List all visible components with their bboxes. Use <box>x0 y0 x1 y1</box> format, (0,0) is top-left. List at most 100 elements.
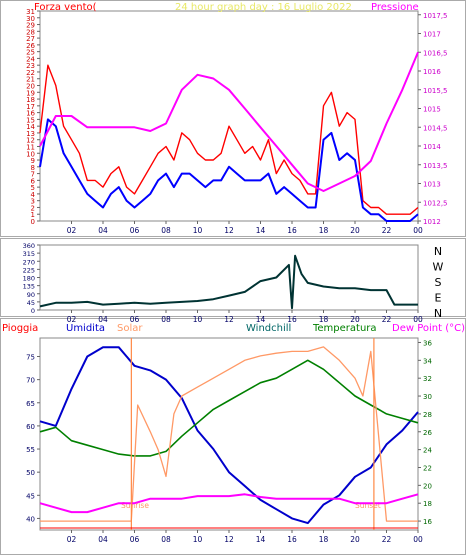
x-tick-label: 12 <box>224 226 234 235</box>
right-tick-label: 1013,5 <box>423 162 448 170</box>
left-tick-label: 25 <box>26 49 35 57</box>
x-tick-label: 10 <box>193 535 203 544</box>
x-tick-label: 14 <box>256 315 266 324</box>
left-tick-label: 60 <box>26 423 35 431</box>
right-tick-label: 22 <box>423 464 432 472</box>
right-tick-label: 1012,5 <box>423 199 448 207</box>
right-tick-label: 34 <box>423 357 432 365</box>
right-tick-label: 1015,5 <box>423 87 448 95</box>
x-tick-label: 22 <box>382 535 392 544</box>
series-line-2 <box>39 51 419 192</box>
left-tick-label: 22 <box>26 69 35 77</box>
left-tick-label: 4 <box>31 191 36 199</box>
x-tick-label: 18 <box>319 226 329 235</box>
left-tick-label: 11 <box>26 143 35 151</box>
legend-dewpoint: Dew Point (°C) <box>392 323 465 334</box>
left-tick-label: 27 <box>26 35 35 43</box>
left-tick-label: 135 <box>23 283 35 291</box>
x-tick-label: 00 <box>413 226 423 235</box>
left-tick-label: 2 <box>31 204 35 212</box>
x-tick-label: 12 <box>224 315 234 324</box>
left-tick-label: 13 <box>26 130 35 138</box>
x-tick-label: 04 <box>98 226 108 235</box>
left-tick-label: 10 <box>26 150 35 158</box>
compass-label: S <box>435 276 442 289</box>
compass-label: N <box>434 245 442 258</box>
chart-title: 24 hour graph day : 16 Luglio 2022 <box>175 2 352 13</box>
sunrise-label: Sunrise <box>121 501 149 510</box>
left-tick-label: 70 <box>26 377 35 385</box>
left-tick-label: 3 <box>31 198 35 206</box>
right-tick-label: 18 <box>423 500 432 508</box>
x-tick-label: 20 <box>350 226 360 235</box>
left-tick-label: 20 <box>26 83 35 91</box>
left-tick-label: 1 <box>31 211 35 219</box>
left-tick-label: 225 <box>23 266 35 274</box>
x-tick-label: 04 <box>98 535 108 544</box>
x-tick-label: 06 <box>130 226 140 235</box>
left-tick-label: 12 <box>26 137 35 145</box>
x-tick-label: 04 <box>98 315 108 324</box>
left-tick-label: 40 <box>26 515 35 523</box>
left-tick-label: 8 <box>31 164 35 172</box>
left-tick-label: 180 <box>23 275 35 283</box>
series-line-0 <box>39 254 418 310</box>
left-tick-label: 24 <box>26 55 35 63</box>
x-tick-label: 02 <box>67 315 77 324</box>
left-tick-label: 26 <box>26 42 35 50</box>
x-tick-label: 16 <box>287 535 297 544</box>
left-tick-label: 16 <box>26 110 35 118</box>
right-tick-label: 32 <box>423 375 432 383</box>
right-tick-label: 1014 <box>423 143 441 151</box>
left-tick-label: 28 <box>26 28 35 36</box>
left-tick-label: 15 <box>26 116 35 124</box>
right-tick-label: 1016 <box>423 68 441 76</box>
left-tick-label: 45 <box>27 299 35 307</box>
right-tick-label: 26 <box>423 429 432 437</box>
left-tick-label: 270 <box>23 258 35 266</box>
left-tick-label: 14 <box>26 123 35 131</box>
legend-umidita: Umidita <box>66 323 105 334</box>
x-tick-label: 10 <box>193 226 203 235</box>
x-tick-label: 16 <box>287 226 297 235</box>
left-tick-label: 31 <box>26 8 35 16</box>
x-tick-label: 14 <box>256 535 266 544</box>
sunset-label: Sunset <box>355 501 381 510</box>
left-tick-label: 19 <box>26 89 35 97</box>
x-tick-label: 14 <box>256 226 266 235</box>
x-tick-label: 06 <box>130 535 140 544</box>
left-tick-label: 5 <box>31 184 35 192</box>
x-tick-label: 06 <box>130 315 140 324</box>
x-tick-label: 00 <box>413 315 423 324</box>
x-tick-label: 22 <box>382 226 392 235</box>
left-tick-label: 0 <box>31 307 35 315</box>
right-tick-label: 1016,5 <box>423 49 448 57</box>
right-tick-label: 1012 <box>423 218 441 226</box>
left-tick-label: 360 <box>23 242 35 250</box>
x-tick-label: 12 <box>224 535 234 544</box>
left-tick-label: 45 <box>26 492 35 500</box>
right-tick-label: 20 <box>423 482 432 490</box>
left-tick-label: 17 <box>26 103 35 111</box>
x-tick-label: 02 <box>67 226 77 235</box>
left-tick-label: 6 <box>31 177 36 185</box>
legend-solar: Solar <box>117 323 143 334</box>
left-tick-label: 7 <box>31 171 35 179</box>
series-line-1 <box>39 359 419 457</box>
left-tick-label: 21 <box>26 76 35 84</box>
right-tick-label: 1017 <box>423 31 441 39</box>
right-tick-label: 1013 <box>423 181 441 189</box>
x-tick-label: 18 <box>319 315 329 324</box>
right-tick-label: 30 <box>423 393 432 401</box>
series-line-1 <box>39 118 419 222</box>
left-tick-label: 29 <box>26 22 35 30</box>
x-tick-label: 16 <box>287 315 297 324</box>
left-tick-label: 50 <box>26 469 35 477</box>
legend-windchill: Windchill <box>246 323 291 334</box>
x-tick-label: 08 <box>161 226 171 235</box>
compass-label: N <box>434 307 442 320</box>
chart-layer: 02 04 06 08 10 12 14 16 18 20 22 000123456789101112… <box>23 8 448 544</box>
series-line-2 <box>40 346 418 522</box>
right-tick-label: 36 <box>423 339 432 347</box>
